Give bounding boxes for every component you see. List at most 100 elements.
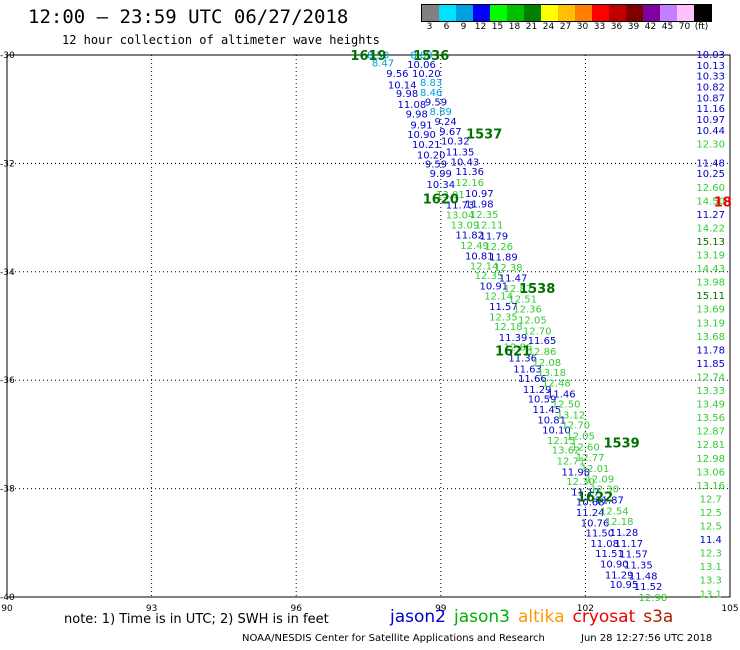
wave-height-label: 13.04 — [446, 210, 475, 221]
wave-height-label: 13.01 — [436, 190, 465, 201]
wave-height-label: 12.15 — [547, 436, 576, 447]
colorbar-swatch — [541, 5, 558, 21]
wave-height-label: 12.54 — [600, 506, 629, 517]
wave-height-label: 12.11 — [475, 221, 504, 232]
wave-height-label: 11.63 — [513, 364, 542, 375]
colorbar-label: 6 — [443, 22, 450, 32]
chart-title: 12:00 – 23:59 UTC 06/27/2018 — [28, 6, 349, 28]
wave-height-label: 13.18 — [537, 368, 566, 379]
colorbar-swatch — [490, 5, 507, 21]
chart-subtitle: 12 hour collection of altimeter wave hei… — [62, 33, 380, 47]
colorbar-swatch — [558, 5, 575, 21]
wave-height-label: 11.57 — [489, 302, 518, 313]
wave-height-label: 12.05 — [566, 432, 595, 443]
wave-height-label: 13.1 — [700, 589, 722, 600]
colorbar-swatch — [626, 5, 643, 21]
wave-height-label: 12.60 — [696, 183, 725, 194]
colorbar-label: 36 — [610, 22, 623, 32]
wave-height-label: 13.33 — [696, 386, 725, 397]
wave-height-label: 10.82 — [696, 83, 725, 94]
wave-height-label: 12.86 — [528, 347, 557, 358]
wave-height-label: 12.01 — [581, 464, 610, 475]
wave-height-label: 10.25 — [696, 169, 725, 180]
x-tick-label: 96 — [290, 604, 302, 614]
colorbar-label: 9 — [460, 22, 467, 32]
colorbar-label: 12 — [474, 22, 487, 32]
wave-height-label: 13.62 — [552, 446, 581, 457]
wave-height-label: 11.35 — [446, 148, 475, 159]
wave-height-label: 8.46 — [420, 88, 442, 99]
wave-height-label: 11.28 — [610, 528, 639, 539]
pass-time-label: 1538 — [519, 282, 555, 297]
wave-height-label: 12.70 — [561, 421, 590, 432]
wave-height-label: 12.3 — [700, 549, 722, 560]
wave-height-label: 11.45 — [533, 405, 562, 416]
wave-height-label: 12.74 — [696, 372, 725, 383]
wave-height-label: 13.3 — [700, 576, 722, 587]
wave-height-label: 10.06 — [407, 60, 436, 71]
wave-height-label: 10.33 — [696, 72, 725, 83]
wave-height-label: 11.78 — [696, 345, 725, 356]
wave-height-label: 10.03 — [696, 50, 725, 61]
wave-height-label: 12.87 — [504, 284, 533, 295]
wave-height-label: 8.89 — [410, 51, 432, 62]
wave-height-label: 9.99 — [430, 169, 452, 180]
wave-height-label: 12.48 — [542, 378, 571, 389]
wave-height-label: 12.18 — [494, 322, 523, 333]
footer-note: note: 1) Time is in UTC; 2) SWH is in fe… — [64, 612, 329, 627]
wave-height-label: 12.86 — [504, 343, 533, 354]
x-tick-label: 90 — [1, 604, 13, 614]
wave-height-label: 11.51 — [595, 549, 624, 560]
colorbar-swatch — [456, 5, 473, 21]
x-tick-label: 102 — [577, 604, 594, 614]
x-tick-label: 105 — [721, 604, 738, 614]
colorbar-label: 3 — [426, 22, 433, 32]
wave-height-label: 11.52 — [634, 582, 663, 593]
wave-height-label: 12.7 — [700, 494, 722, 505]
satellite-legend: jason2 jason3 altika cryosat s3a — [390, 607, 681, 627]
y-tick-label: -40 — [0, 593, 15, 603]
wave-height-label: 12.77 — [576, 453, 605, 464]
wave-height-label: 13.56 — [696, 413, 725, 424]
wave-height-label: 11.47 — [499, 273, 528, 284]
footer-credit: NOAA/NESDIS Center for Satellite Applica… — [242, 633, 545, 644]
wave-height-label: 10.21 — [412, 140, 441, 151]
pass-time-label: 1621 — [495, 344, 531, 359]
wave-height-label: 14.22 — [696, 223, 725, 234]
colorbar-label: 45 — [661, 22, 674, 32]
pass-time-label: 1619 — [350, 49, 386, 64]
wave-height-label: 11.79 — [479, 232, 508, 243]
wave-height-label: 13.16 — [696, 481, 725, 492]
wave-height-label: 11.29 — [605, 570, 634, 581]
y-tick-label: -34 — [0, 268, 15, 278]
wave-height-label: 13.49 — [696, 400, 725, 411]
wave-height-label: 12.26 — [484, 242, 513, 253]
wave-height-label: 11.48 — [696, 158, 725, 169]
wave-height-label: 11.57 — [619, 550, 648, 561]
wave-height-label: 11.87 — [595, 496, 624, 507]
wave-height-label: 9.59 — [425, 98, 447, 109]
wave-height-label: 10.14 — [388, 80, 417, 91]
colorbar-swatch — [575, 5, 592, 21]
legend-entry: jason3 — [454, 607, 510, 627]
wave-height-label: 10.87 — [696, 93, 725, 104]
wave-height-label: 14.50 — [696, 196, 725, 207]
wave-height-label: 12.5 — [700, 522, 722, 533]
wave-height-label: 11.89 — [489, 253, 518, 264]
colorbar-swatch — [609, 5, 626, 21]
pass-time-label: 1537 — [466, 128, 502, 143]
wave-height-label: 10.44 — [696, 126, 725, 137]
wave-height-label: 11.65 — [528, 336, 557, 347]
colorbar-swatch — [643, 5, 660, 21]
colorbar-label: 42 — [644, 22, 657, 32]
wave-height-label: 11.82 — [455, 230, 484, 241]
pass-time-label: 1536 — [413, 49, 449, 64]
legend-entry: altika — [518, 607, 565, 627]
wave-height-label: 13.19 — [696, 318, 725, 329]
wave-height-label: 11.17 — [571, 487, 600, 498]
colorbar-swatch — [694, 5, 711, 21]
wave-height-label: 13.06 — [696, 467, 725, 478]
legend-entry: jason2 — [390, 607, 446, 627]
legend-entry: s3a — [643, 607, 674, 627]
wave-height-label: 12.14 — [470, 261, 499, 272]
